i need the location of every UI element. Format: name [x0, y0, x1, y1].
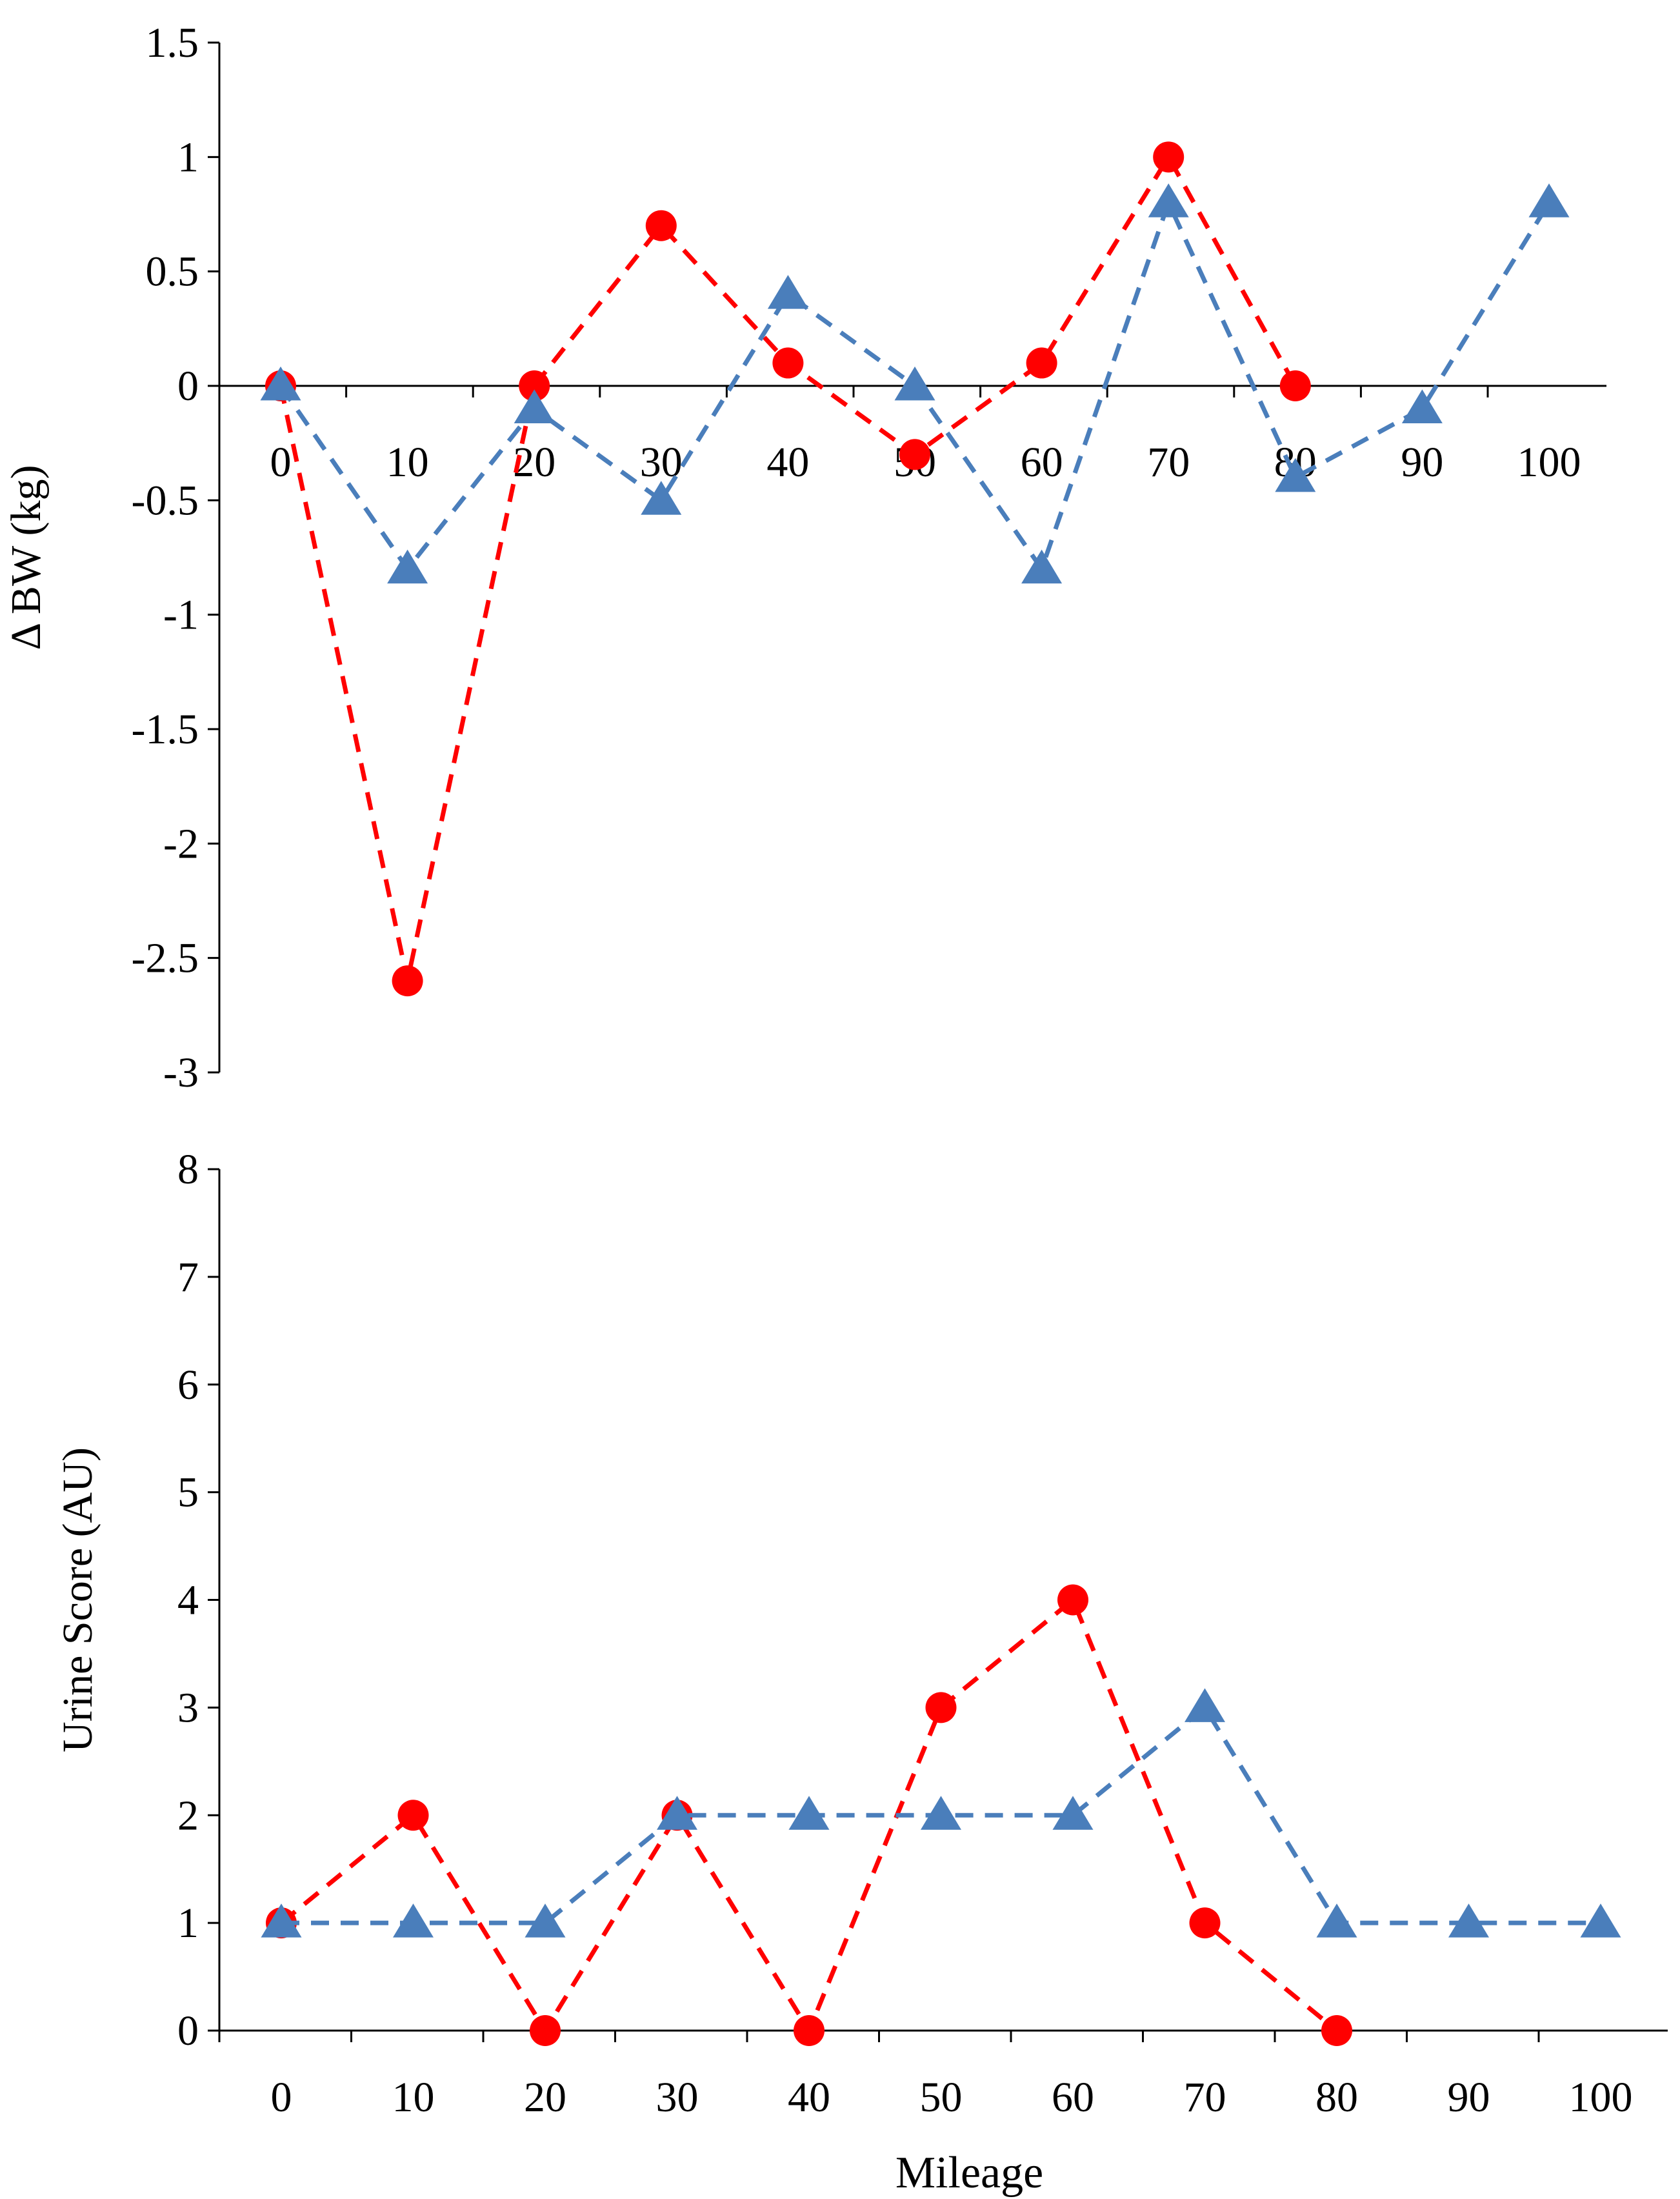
data-point-triangle — [525, 1903, 566, 1938]
x-tick-label: 0 — [270, 439, 292, 486]
data-point-circle — [899, 439, 930, 470]
x-tick-label: 70 — [1147, 439, 1190, 486]
x-axis-title: Mileage — [895, 2148, 1043, 2198]
data-point-circle — [1279, 370, 1311, 401]
data-point-circle — [794, 2015, 825, 2046]
data-point-circle — [925, 1692, 957, 1723]
y-tick-label: 0 — [177, 363, 199, 410]
data-point-triangle — [1316, 1903, 1357, 1938]
y-axis-title: Δ BW (kg) — [3, 465, 50, 650]
data-point-circle — [397, 1800, 429, 1831]
data-point-triangle — [657, 1796, 697, 1830]
x-tick-label: 40 — [766, 439, 809, 486]
data-point-triangle — [260, 366, 301, 401]
y-tick-label: 4 — [177, 1577, 199, 1624]
y-tick-label: 2 — [177, 1792, 199, 1839]
x-tick-label: 10 — [392, 2074, 435, 2121]
data-point-circle — [645, 210, 677, 241]
x-tick-label: 60 — [1021, 439, 1063, 486]
data-point-triangle — [393, 1903, 434, 1938]
y-tick-label: 1 — [177, 134, 199, 181]
data-point-circle — [392, 965, 423, 997]
x-tick-label: 90 — [1401, 439, 1443, 486]
x-tick-label: 70 — [1184, 2074, 1226, 2121]
data-point-circle — [772, 347, 804, 379]
y-tick-label: -2.5 — [132, 935, 199, 982]
data-point-circle — [1189, 1907, 1221, 1939]
data-point-circle — [1026, 347, 1057, 379]
x-tick-label: 20 — [524, 2074, 566, 2121]
x-tick-label: 0 — [271, 2074, 292, 2121]
x-tick-label: 60 — [1052, 2074, 1094, 2121]
y-tick-label: -2 — [163, 820, 199, 867]
y-tick-label: 6 — [177, 1361, 199, 1409]
y-tick-label: 1.5 — [146, 19, 199, 66]
y-axis-title: Urine Score (AU) — [54, 1447, 101, 1752]
x-tick-label: 100 — [1517, 439, 1581, 486]
data-point-triangle — [1448, 1903, 1489, 1938]
x-tick-label: 30 — [656, 2074, 699, 2121]
data-point-triangle — [1580, 1903, 1621, 1938]
y-tick-label: 0.5 — [146, 248, 199, 296]
data-point-circle — [530, 2015, 561, 2046]
data-point-triangle — [261, 1903, 302, 1938]
data-point-circle — [1057, 1584, 1088, 1616]
y-tick-label: -1 — [163, 592, 199, 639]
data-point-triangle — [1275, 457, 1316, 492]
y-tick-label: -0.5 — [132, 477, 199, 524]
data-point-triangle — [1185, 1688, 1225, 1722]
data-point-triangle — [387, 549, 428, 584]
data-point-triangle — [514, 389, 555, 423]
data-point-triangle — [767, 275, 808, 309]
x-tick-label: 10 — [386, 439, 429, 486]
chart-top: 1.510.50-0.5-1-1.5-2-2.5-301020304050607… — [3, 19, 1606, 1096]
data-point-circle — [519, 370, 550, 401]
data-point-triangle — [921, 1796, 961, 1830]
data-point-triangle — [1401, 389, 1443, 423]
data-point-circle — [1153, 141, 1185, 173]
x-tick-label: 100 — [1569, 2074, 1633, 2121]
data-point-triangle — [1021, 549, 1063, 584]
y-tick-label: 8 — [177, 1146, 199, 1193]
data-point-triangle — [641, 481, 682, 515]
y-tick-label: 0 — [177, 2007, 199, 2054]
data-point-triangle — [894, 366, 935, 401]
data-point-triangle — [1528, 183, 1570, 217]
x-tick-label: 50 — [920, 2074, 963, 2121]
data-point-triangle — [1052, 1796, 1094, 1830]
x-tick-label: 80 — [1315, 2074, 1358, 2121]
y-tick-label: 3 — [177, 1684, 199, 1731]
data-point-triangle — [788, 1796, 830, 1830]
y-tick-label: 5 — [177, 1469, 199, 1516]
x-tick-label: 90 — [1448, 2074, 1490, 2121]
y-tick-label: -3 — [163, 1049, 199, 1096]
data-point-circle — [1321, 2015, 1352, 2046]
data-point-triangle — [1148, 183, 1189, 217]
y-tick-label: -1.5 — [132, 706, 199, 753]
x-tick-label: 40 — [788, 2074, 830, 2121]
y-tick-label: 1 — [177, 1900, 199, 1947]
y-tick-label: 7 — [177, 1254, 199, 1301]
